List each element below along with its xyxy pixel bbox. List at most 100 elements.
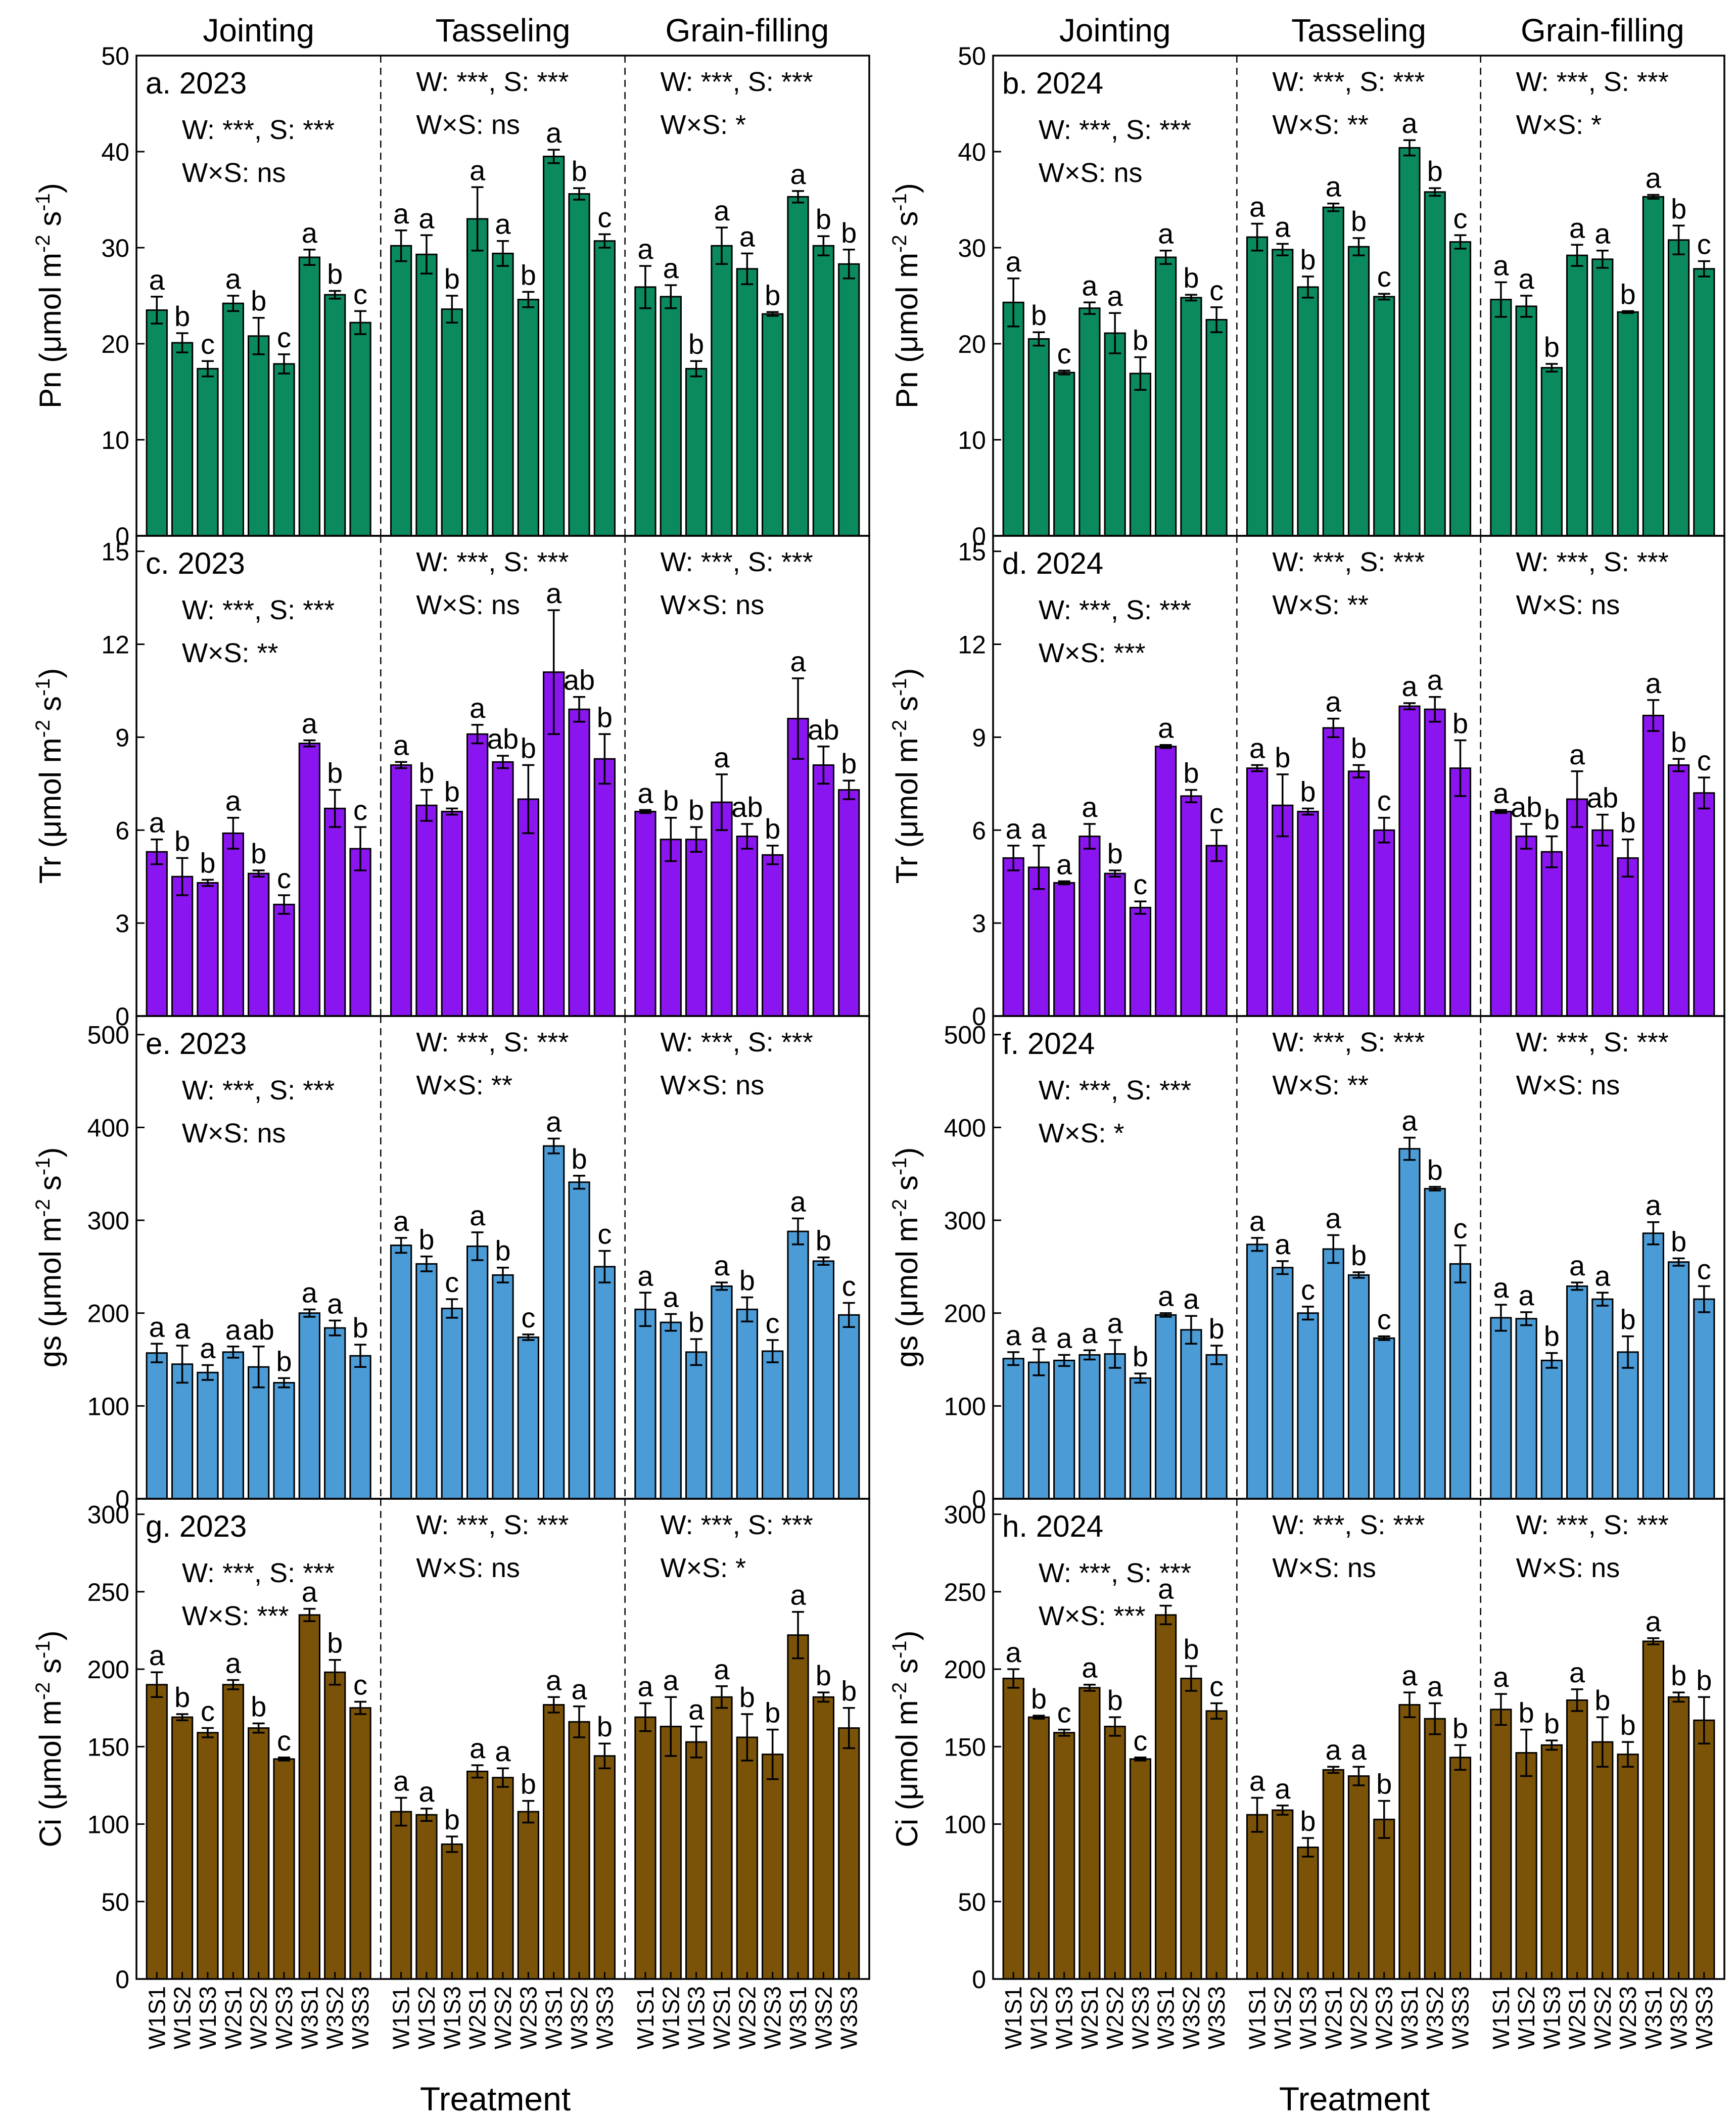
anova-stats: W×S: ns <box>416 1553 520 1583</box>
bar-W3S1-grain-filling <box>787 196 809 537</box>
bar-W2S1-tasseling <box>1322 1248 1344 1500</box>
y-tick-label: 150 <box>87 1733 129 1761</box>
y-axis-title: gs (μmol m-2 s-1) <box>32 1147 67 1368</box>
bar-W2S3-grain-filling <box>762 1350 784 1500</box>
significance-letter: a <box>149 264 165 296</box>
significance-letter: a <box>225 1314 242 1346</box>
significance-letter: b <box>444 263 460 295</box>
bar-W1S3-jointing <box>1053 1732 1075 1980</box>
significance-letter: a <box>470 1200 486 1231</box>
significance-letter: b <box>200 847 215 879</box>
x-tick-label: W3S3 <box>347 1986 373 2049</box>
bar-W3S3-grain-filling <box>1693 268 1715 537</box>
stage-label: Grain-filling <box>1521 12 1684 49</box>
bar-W2S2-jointing <box>248 1727 270 1980</box>
significance-letter: b <box>1107 838 1123 869</box>
significance-letter: a <box>1031 813 1047 845</box>
x-tick-label: W2S2 <box>1589 1986 1616 2049</box>
y-tick-label: 400 <box>87 1114 129 1142</box>
bar-W3S3-jointing <box>1205 1710 1228 1980</box>
y-tick-label: 15 <box>101 538 129 566</box>
x-tick-label: W1S2 <box>169 1986 196 2049</box>
anova-stats: W×S: * <box>1039 1118 1124 1148</box>
bar-W3S3-jointing <box>349 321 371 537</box>
significance-letter: a <box>1326 686 1342 718</box>
bar-W1S3-grain-filling <box>685 839 708 1017</box>
bar-W1S1-grain-filling <box>634 810 656 1017</box>
significance-letter: c <box>766 1307 780 1339</box>
bar-W3S3-jointing <box>1205 319 1228 537</box>
significance-letter: c <box>1133 1725 1147 1757</box>
significance-letter: b <box>521 259 536 291</box>
bar-W2S3-tasseling <box>517 299 539 537</box>
bar-W2S1-grain-filling <box>711 1285 733 1500</box>
significance-letter: a <box>637 1260 653 1292</box>
y-tick-label: 0 <box>972 1485 986 1513</box>
significance-letter: ab <box>1587 782 1618 814</box>
significance-letter: b <box>1107 1684 1123 1716</box>
significance-letter: a <box>739 220 756 252</box>
bar-W3S1-jointing <box>298 743 321 1017</box>
significance-letter: a <box>1427 664 1443 696</box>
y-tick-label: 12 <box>101 631 129 659</box>
significance-letter: a <box>1006 246 1022 278</box>
panel-title: e. 2023 <box>146 1027 247 1061</box>
bar-W2S1-tasseling <box>466 218 489 537</box>
significance-letter: ab <box>243 1314 274 1346</box>
bar-W1S1-jointing <box>146 851 168 1017</box>
significance-letter: ab <box>487 723 519 755</box>
x-tick-label: W1S1 <box>1244 1986 1271 2049</box>
panel-title: b. 2024 <box>1002 66 1103 100</box>
bar-W2S1-tasseling <box>1322 206 1344 537</box>
bar-W3S2-grain-filling <box>812 245 835 537</box>
bar-W2S3-jointing <box>1129 1377 1152 1500</box>
bar-W1S1-tasseling <box>390 764 412 1017</box>
bar-W2S3-tasseling <box>517 1336 539 1500</box>
bar-W3S1-tasseling <box>1398 705 1421 1017</box>
bar-W1S2-tasseling <box>415 804 438 1017</box>
bar-W2S1-grain-filling <box>711 801 733 1017</box>
significance-letter: c <box>521 1302 535 1333</box>
y-tick-label: 0 <box>115 522 129 550</box>
anova-stats: W×S: ** <box>1272 110 1369 140</box>
x-tick-label: W2S1 <box>464 1986 491 2049</box>
bar-W3S2-jointing <box>1180 297 1202 537</box>
significance-letter: c <box>353 278 367 310</box>
bar-W3S2-tasseling <box>568 193 590 537</box>
significance-letter: a <box>1519 263 1535 295</box>
significance-letter: a <box>225 1647 242 1679</box>
x-tick-label: W1S2 <box>1025 1986 1052 2049</box>
bar-W3S2-tasseling <box>1424 1188 1446 1500</box>
significance-letter: c <box>1057 338 1071 370</box>
significance-letter: a <box>1082 791 1098 823</box>
significance-letter: b <box>327 1627 343 1659</box>
x-tick-label: W2S3 <box>1127 1986 1153 2049</box>
bar-W3S1-grain-filling <box>1642 1640 1664 1980</box>
stage-label: Grain-filling <box>666 12 829 49</box>
significance-letter: a <box>1275 1773 1291 1805</box>
significance-letter: c <box>1697 228 1711 260</box>
significance-letter: a <box>637 233 653 265</box>
significance-letter: b <box>174 1681 190 1713</box>
bar-W1S3-grain-filling <box>685 367 708 537</box>
bar-W3S1-tasseling <box>1398 1148 1421 1500</box>
bar-W3S3-jointing <box>349 1707 371 1980</box>
significance-letter: b <box>1620 1709 1635 1741</box>
bar-W1S3-jointing <box>197 882 219 1017</box>
x-axis-title-right: Treatment <box>1279 2080 1430 2117</box>
significance-letter: a <box>470 1732 486 1764</box>
y-tick-label: 30 <box>958 234 986 262</box>
bar-W3S2-tasseling <box>1424 1718 1446 1980</box>
bar-W1S1-jointing <box>1002 1677 1024 1980</box>
significance-letter: c <box>353 1669 367 1700</box>
anova-stats: W: ***, S: *** <box>661 1510 813 1540</box>
significance-letter: b <box>521 1768 536 1800</box>
significance-letter: b <box>1696 1664 1712 1696</box>
significance-letter: c <box>1057 1697 1071 1729</box>
y-tick-label: 15 <box>958 538 986 566</box>
significance-letter: a <box>1594 218 1611 250</box>
bar-W2S1-grain-filling <box>1566 254 1588 537</box>
bar-W2S2-jointing <box>248 335 270 537</box>
